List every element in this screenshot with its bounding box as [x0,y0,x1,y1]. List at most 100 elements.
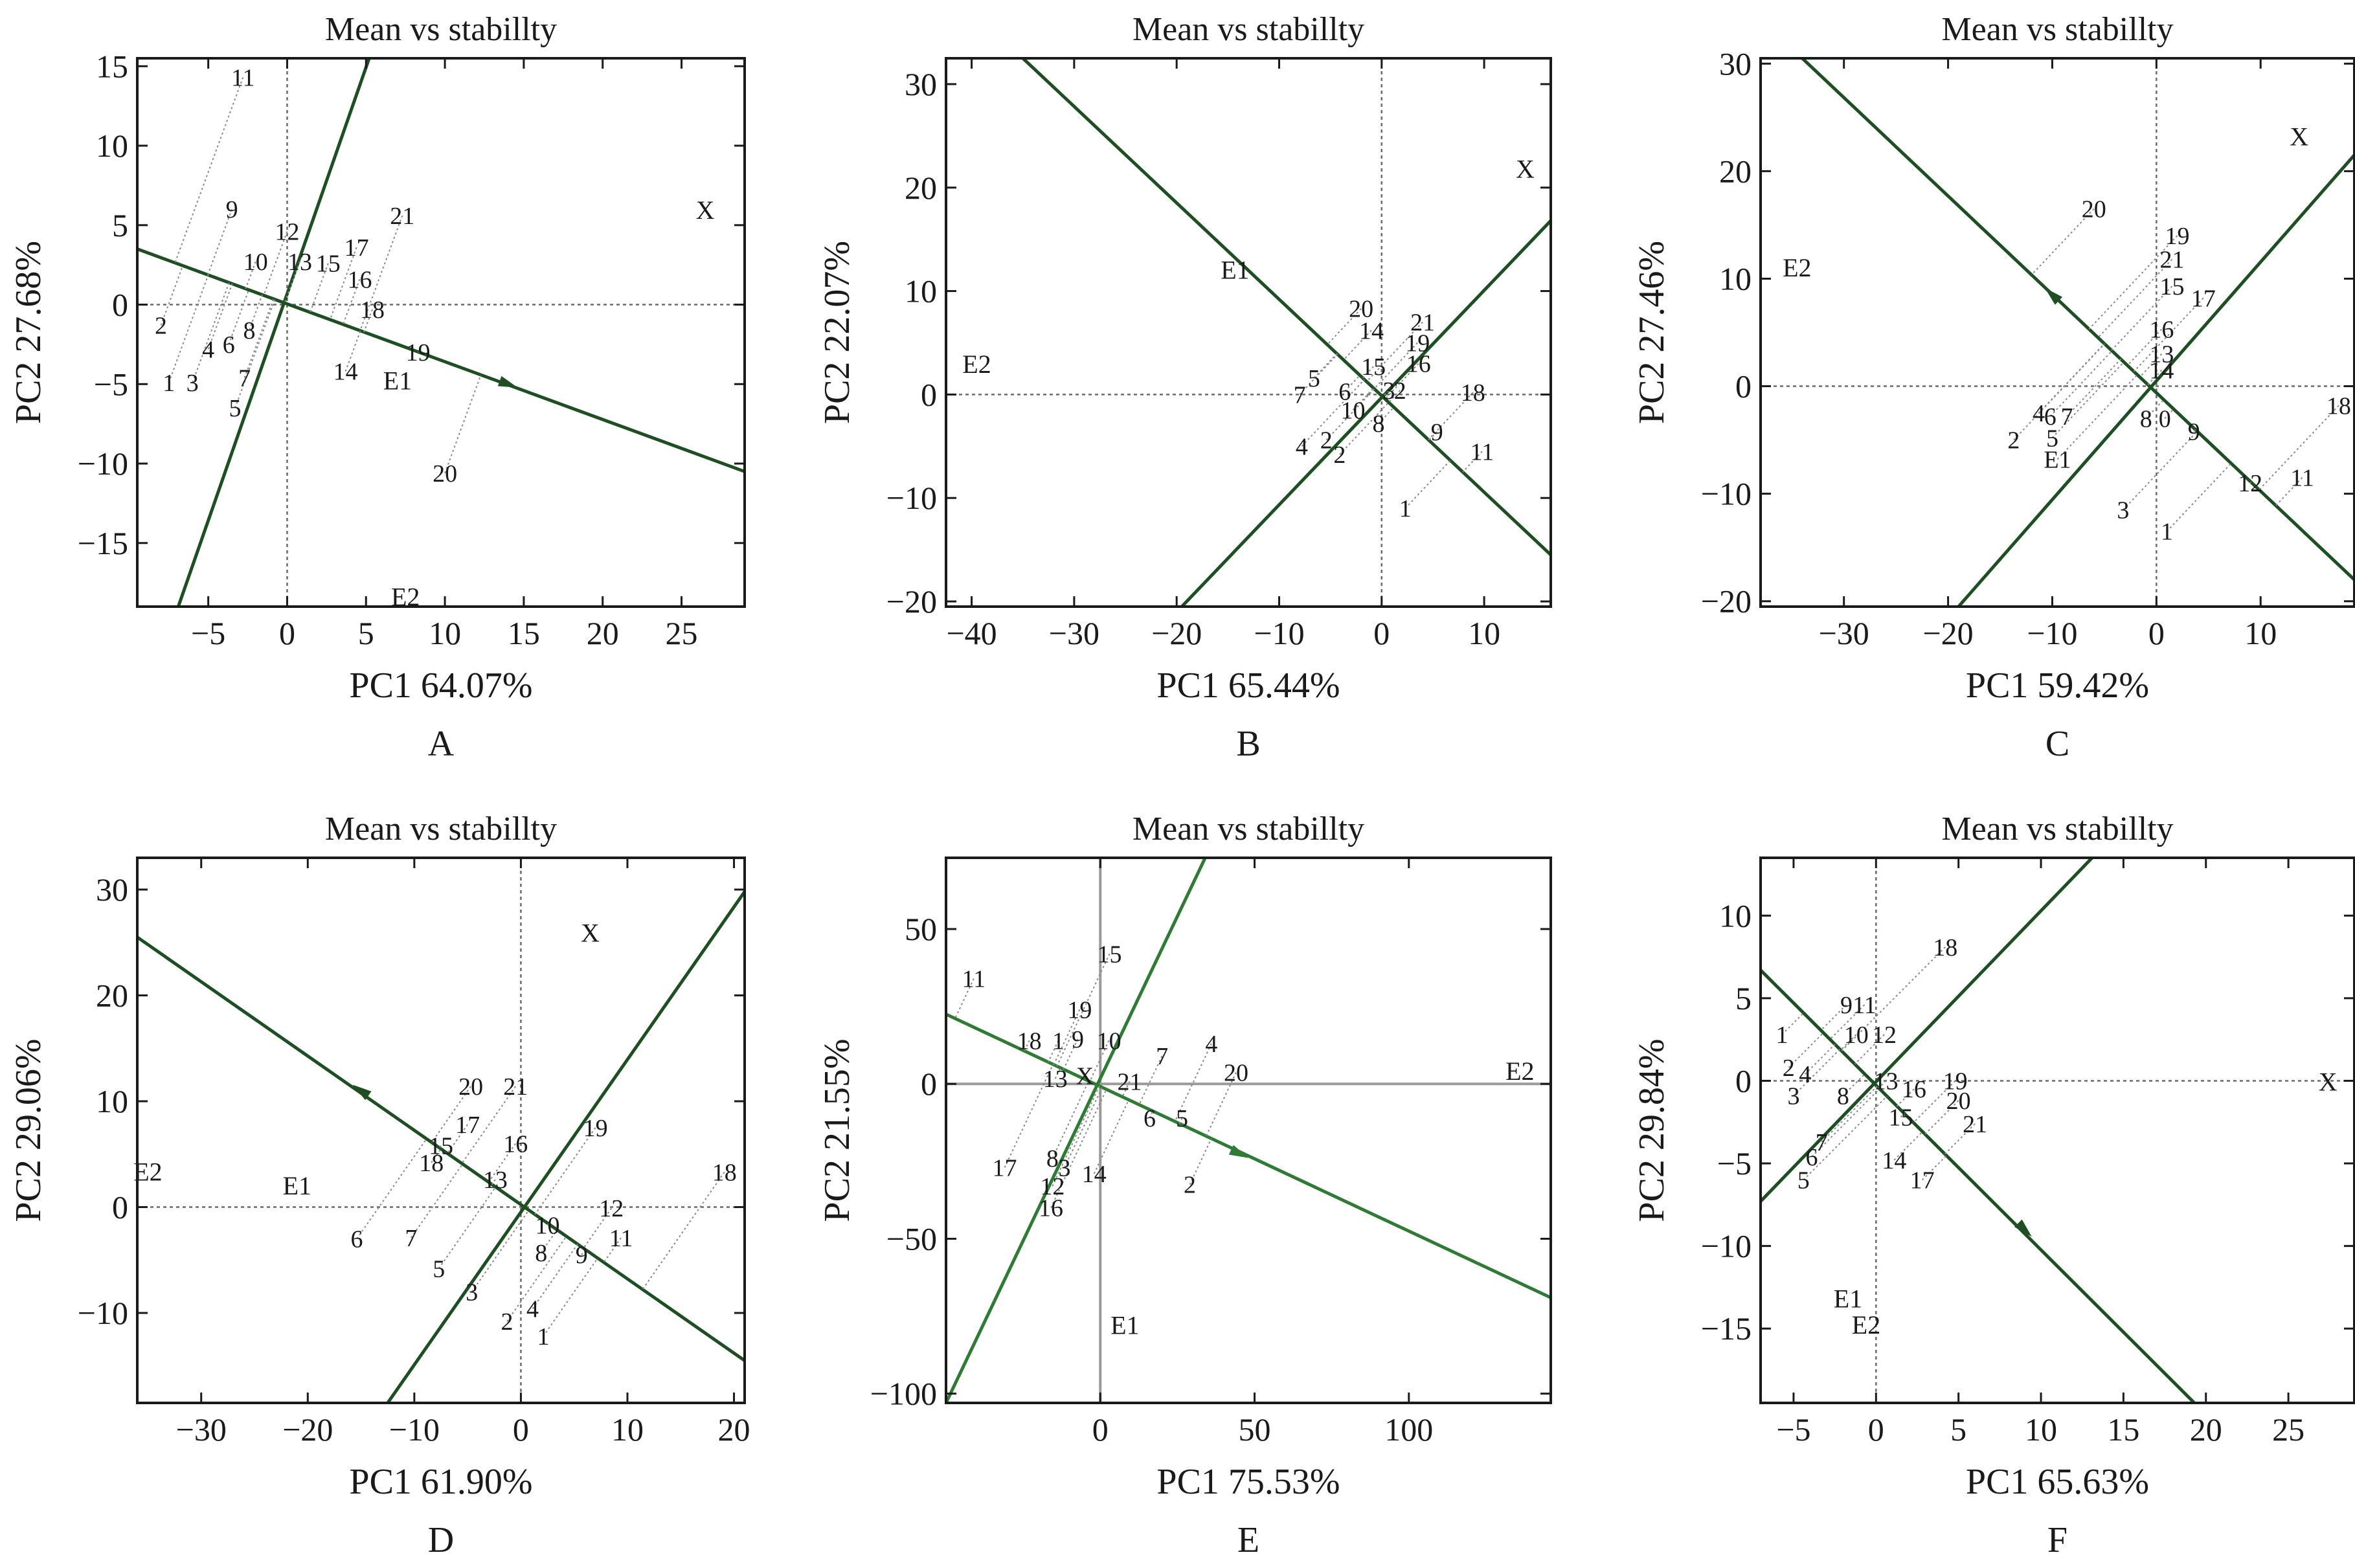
projection-line [2147,369,2163,385]
genotype-label: 15 [1889,1104,1913,1132]
genotype-label: 13 [2149,341,2174,368]
genotype-label: 15 [2159,273,2184,300]
projection-line [2051,361,2124,438]
projection-line [1178,1117,1183,1124]
ideal-marker: X [2319,1067,2338,1096]
genotype-label: 15 [1098,941,1122,968]
genotype-label: 19 [583,1115,608,1142]
genotype-label: 4 [2033,400,2045,427]
genotype-label: 17 [1910,1167,1935,1194]
genotype-label: 2 [155,312,167,339]
genotype-label: 8 [535,1240,547,1267]
y-tick-label: −50 [886,1220,937,1257]
genotype-label: 19 [2165,223,2190,250]
environment-label: E1 [1221,256,1249,285]
projection-line [1878,1080,1887,1089]
projection-line [1189,1138,1212,1185]
genotype-label: 10 [535,1212,560,1239]
x-tick-label: 20 [587,615,619,651]
genotype-label: 19 [406,339,431,366]
projection-line [2049,350,2113,417]
genotype-label: 17 [455,1112,480,1139]
y-tick-label: −10 [78,1295,128,1331]
genotype-label: 7 [1294,381,1306,409]
genotype-label: 21 [1963,1111,1987,1138]
environment-label: E1 [383,366,412,395]
genotype-label: 4 [1205,1031,1217,1058]
genotype-label: 17 [344,234,369,262]
projection-line [1388,390,1401,403]
chart-title: Mean vs stabillty [325,811,557,847]
genotype-label: 6 [350,1226,363,1253]
projection-line [2031,208,2095,276]
y-axis-label: PC2 27.68% [8,241,49,424]
aec-arrow-icon [497,375,518,388]
projection-line [2066,359,2122,417]
projection-line [2088,235,2178,330]
genotype-label: 0 [2159,405,2171,432]
y-tick-label: −15 [1701,1310,1752,1347]
projection-line [1054,1067,1061,1079]
genotype-label: 3 [466,1279,478,1306]
projection-line [1052,1086,1100,1187]
plot-frame [136,857,746,1404]
ideal-marker: X [2290,122,2308,151]
genotype-label: 17 [2191,285,2216,312]
genotype-label: 15 [1361,353,1386,381]
plot-frame [1759,857,2355,1404]
x-tick-label: 0 [1868,1411,1884,1448]
projection-line [1793,1049,1841,1097]
x-tick-label: 0 [279,615,295,651]
genotype-label: 14 [1359,317,1384,344]
environment-label: E2 [1852,1310,1880,1339]
genotype-label: 4 [1296,433,1308,460]
projection-line [1301,379,1365,447]
y-tick-label: −100 [870,1376,937,1412]
genotype-label: 9 [226,196,238,223]
projection-line [284,261,300,304]
projection-line [1339,401,1390,455]
genotype-label: 3 [1787,1082,1799,1110]
projection-line [954,978,975,1019]
aec-arrow-icon [2014,1219,2032,1237]
genotype-label: 2 [2007,427,2020,454]
projection-line [2193,429,2196,432]
aec-ordinate-line [1957,153,2354,607]
genotype-label: 21 [390,203,414,230]
projection-line [1921,1155,1947,1181]
projection-line [488,1143,517,1183]
projection-line [461,1086,517,1164]
y-tick-label: 10 [96,1083,128,1119]
genotype-label: 14 [1082,1161,1107,1188]
x-tick-label: −40 [946,615,997,651]
y-tick-label: −10 [1701,476,1752,512]
genotype-label: 21 [1118,1068,1142,1095]
genotype-label: 13 [1874,1068,1899,1095]
genotype-label: 8 [243,317,255,344]
aec-ordinate-line [946,858,1207,1403]
projection-line [2056,374,2138,460]
environment-label: E2 [1783,253,1811,282]
y-tick-label: 50 [905,911,937,947]
x-tick-label: −20 [282,1411,333,1448]
genotype-label: 14 [333,359,358,386]
genotype-label: 2 [1394,377,1406,405]
panel-letter: D [428,1520,454,1560]
genotype-label: 11 [231,64,255,91]
genotype-label: 20 [2082,196,2106,223]
chart-title: Mean vs stabillty [1941,811,2173,847]
projection-line [234,299,276,409]
x-axis-label: PC1 75.53% [1156,1462,1340,1502]
projection-line [1083,1075,1086,1079]
x-tick-label: −30 [176,1411,227,1448]
genotype-label: X [1076,1062,1094,1090]
projection-line [583,1207,613,1249]
projection-line [491,1179,496,1185]
projection-line [543,1257,598,1337]
environment-label: E1 [1110,1310,1139,1339]
genotype-label: 9 [576,1242,588,1269]
genotype-label: 19 [1943,1068,1968,1095]
projection-line [1893,1131,1923,1161]
projection-line [2139,353,2163,378]
